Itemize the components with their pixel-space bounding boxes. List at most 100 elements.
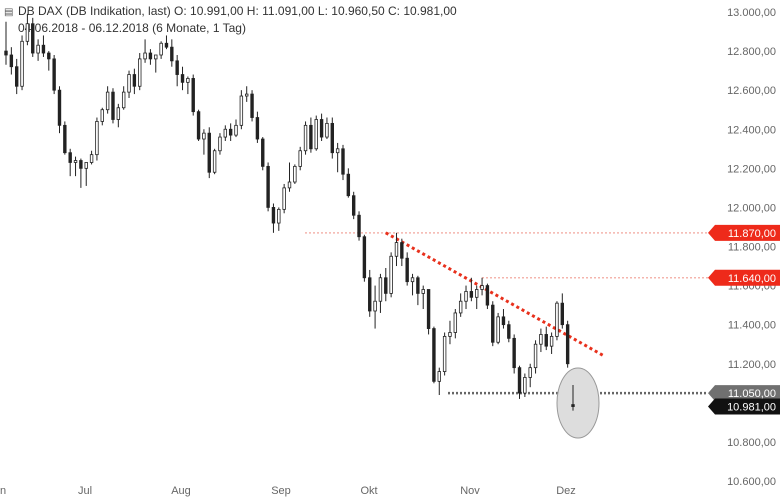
candle-body bbox=[442, 335, 447, 372]
candle-body bbox=[560, 302, 565, 326]
candle-body bbox=[335, 148, 340, 154]
candle-body bbox=[571, 404, 575, 407]
candle-body bbox=[303, 124, 308, 152]
price-tag-label: 10.981,00 bbox=[727, 402, 776, 414]
candle-body bbox=[4, 50, 8, 56]
x-tick-label: Okt bbox=[360, 485, 377, 497]
candle-body bbox=[277, 208, 281, 224]
candle-body bbox=[154, 54, 158, 60]
x-tick-label: Sep bbox=[271, 485, 291, 497]
candle-body bbox=[47, 52, 51, 60]
candle-body bbox=[357, 214, 361, 238]
y-tick-label: 11.800,00 bbox=[728, 242, 776, 254]
candle-body bbox=[138, 58, 142, 87]
candle-body bbox=[212, 150, 217, 173]
candle-body bbox=[261, 138, 265, 167]
candle-body bbox=[245, 93, 249, 97]
candle-body bbox=[351, 195, 356, 216]
x-tick-label: Jul bbox=[78, 485, 92, 497]
highlight-ellipse bbox=[556, 367, 600, 439]
candle-body bbox=[148, 52, 153, 60]
y-tick-label: 12.000,00 bbox=[727, 202, 776, 214]
price-tag-11640 bbox=[708, 269, 780, 286]
candle-body bbox=[132, 74, 137, 87]
price-tag-label: 11.870,00 bbox=[728, 228, 776, 240]
candle-body bbox=[389, 255, 393, 294]
x-tick-label: Aug bbox=[171, 485, 191, 497]
candle-body bbox=[458, 300, 463, 314]
candle-body bbox=[549, 335, 554, 347]
candle-body bbox=[330, 122, 334, 154]
candle-body bbox=[127, 74, 131, 93]
price-tag-11870 bbox=[708, 224, 780, 241]
price-tag-label: 11.640,00 bbox=[728, 273, 776, 285]
candle-body bbox=[437, 371, 441, 382]
candle-body bbox=[287, 181, 292, 189]
candle-body bbox=[186, 78, 190, 83]
candle-body bbox=[523, 377, 527, 394]
candle-body bbox=[175, 60, 179, 75]
candle-body bbox=[68, 152, 72, 163]
candle-body bbox=[111, 91, 115, 120]
candle-body bbox=[52, 58, 56, 91]
candle-body bbox=[202, 132, 206, 140]
candle-body bbox=[121, 91, 126, 109]
candle-body bbox=[480, 285, 484, 290]
candle-body bbox=[73, 160, 78, 163]
candle-body bbox=[250, 93, 254, 118]
y-tick-label: 12.200,00 bbox=[727, 163, 776, 175]
candle-body bbox=[378, 277, 383, 302]
chart-header-quote: DB DAX (DB Indikation, last) O: 10.991,0… bbox=[18, 4, 457, 18]
candle-body bbox=[528, 367, 532, 378]
candle-body bbox=[319, 119, 324, 138]
candle-body bbox=[416, 277, 420, 294]
y-tick-label: 11.400,00 bbox=[728, 320, 776, 332]
candle-body bbox=[207, 132, 211, 173]
candle-body bbox=[448, 332, 452, 337]
candle-body bbox=[95, 121, 99, 156]
descending-trend-line bbox=[385, 231, 605, 358]
candle-body bbox=[9, 54, 14, 68]
candle-body bbox=[410, 277, 415, 283]
candle-body bbox=[196, 111, 201, 140]
candle-body bbox=[164, 42, 169, 48]
candle-body bbox=[373, 300, 377, 312]
candle-body bbox=[496, 316, 500, 343]
price-tag-11050 bbox=[708, 385, 780, 402]
candle-body bbox=[170, 46, 174, 62]
candle-body bbox=[507, 324, 511, 339]
candle-body bbox=[218, 136, 222, 152]
candle-body bbox=[143, 52, 147, 60]
candle-body bbox=[191, 78, 195, 113]
candle-body bbox=[400, 242, 404, 259]
candle-body bbox=[362, 236, 367, 279]
candle-body bbox=[325, 122, 329, 138]
candle-body bbox=[36, 44, 40, 54]
candle-body bbox=[116, 107, 121, 120]
candle-body bbox=[234, 124, 238, 136]
chart-header-period: 04.06.2018 - 06.12.2018 (6 Monate, 1 Tag… bbox=[18, 21, 246, 35]
candle-body bbox=[555, 302, 559, 337]
candle-body bbox=[501, 316, 506, 326]
y-tick-label: 10.600,00 bbox=[727, 476, 776, 488]
candle-body bbox=[346, 173, 351, 197]
x-tick-label: Dez bbox=[556, 485, 576, 497]
candle-body bbox=[544, 334, 548, 347]
candle-body bbox=[368, 277, 372, 312]
candle-body bbox=[228, 128, 233, 136]
candle-body bbox=[25, 23, 30, 42]
candle-body bbox=[79, 160, 83, 169]
candle-body bbox=[485, 285, 490, 306]
candle-body bbox=[565, 324, 570, 365]
candle-body bbox=[271, 207, 276, 224]
candle-body bbox=[84, 162, 88, 169]
candle-body bbox=[464, 291, 468, 302]
y-tick-label: 12.800,00 bbox=[727, 46, 776, 58]
candle-body bbox=[453, 312, 458, 333]
chart-symbol-icon: ▤ bbox=[4, 7, 14, 18]
candle-body bbox=[223, 128, 228, 138]
candle-body bbox=[14, 66, 19, 87]
candle-body bbox=[384, 277, 388, 294]
